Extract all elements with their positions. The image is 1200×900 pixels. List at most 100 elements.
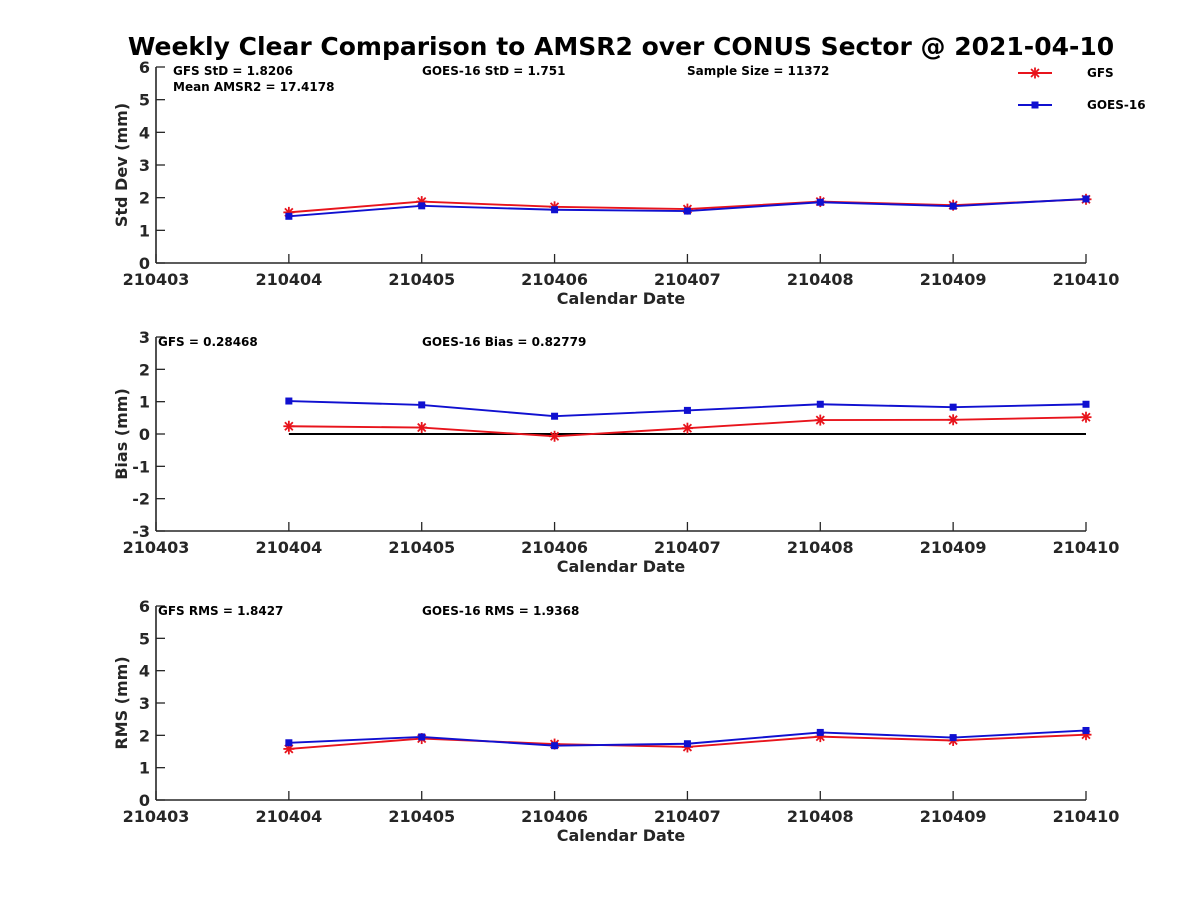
y-tick-label: 2: [139, 360, 150, 379]
stat-annotation: GOES-16 Bias = 0.82779: [422, 335, 586, 349]
y-tick-label: 0: [139, 254, 150, 273]
y-tick-label: -3: [132, 522, 150, 541]
data-point: [551, 742, 559, 750]
y-axis-label: RMS (mm): [112, 656, 131, 749]
y-tick-label: 6: [139, 58, 150, 77]
stat-annotation: GOES-16 RMS = 1.9368: [422, 604, 579, 618]
x-axis-label: Calendar Date: [557, 826, 686, 845]
panel-bias: -3 -2 -1 0 1 2 3 210403 210404 210405 210406 210407…: [112, 328, 1119, 576]
legend-label: GFS: [1087, 66, 1114, 80]
data-point: [949, 202, 957, 210]
legend-entry-gfs: GFS: [1018, 66, 1114, 80]
x-tick-label: 210409: [920, 807, 987, 826]
data-point: [949, 403, 957, 411]
x-tick-label: 210403: [123, 807, 190, 826]
stat-annotation: GFS = 0.28468: [158, 335, 258, 349]
legend-marker: [1029, 67, 1041, 79]
data-point: [947, 414, 959, 426]
y-tick-label: 4: [139, 662, 150, 681]
legend-entry-goes-16: GOES-16: [1018, 98, 1146, 112]
y-tick-label: 1: [139, 221, 150, 240]
data-point: [1082, 726, 1090, 734]
y-tick-label: 1: [139, 759, 150, 778]
data-point: [418, 401, 426, 409]
series-goes-16: [285, 726, 1090, 750]
x-tick-label: 210404: [255, 270, 322, 289]
data-point: [418, 733, 426, 741]
data-point: [683, 207, 691, 215]
x-tick-label: 210406: [521, 538, 588, 557]
data-point: [681, 422, 693, 434]
legend-marker: [1031, 101, 1039, 109]
panel-std: 0 1 2 3 4 5 6 210403 210404 210405 210406 210407 210…: [112, 58, 1119, 308]
x-tick-label: 210406: [521, 270, 588, 289]
x-tick-label: 210407: [654, 538, 721, 557]
y-tick-label: 1: [139, 393, 150, 412]
x-tick-label: 210409: [920, 538, 987, 557]
data-point: [1082, 195, 1090, 203]
x-tick-label: 210405: [388, 538, 455, 557]
x-tick-label: 210403: [123, 538, 190, 557]
x-axis-label: Calendar Date: [557, 289, 686, 308]
y-tick-label: 3: [139, 694, 150, 713]
x-tick-label: 210405: [388, 807, 455, 826]
stat-annotation: Sample Size = 11372: [687, 64, 829, 78]
x-tick-label: 210410: [1053, 270, 1120, 289]
y-tick-label: 3: [139, 156, 150, 175]
stat-annotation: GFS RMS = 1.8427: [158, 604, 283, 618]
data-point: [683, 740, 691, 748]
data-point: [551, 206, 559, 214]
data-point: [285, 397, 293, 405]
series-gfs: [283, 411, 1092, 442]
data-point: [949, 734, 957, 742]
y-tick-label: 6: [139, 597, 150, 616]
x-tick-label: 210406: [521, 807, 588, 826]
y-tick-label: 5: [139, 629, 150, 648]
legend: GFS GOES-16: [1018, 66, 1146, 112]
data-point: [283, 743, 295, 755]
y-tick-label: 2: [139, 726, 150, 745]
y-axis-label: Std Dev (mm): [112, 103, 131, 227]
legend-label: GOES-16: [1087, 98, 1146, 112]
y-tick-label: -1: [132, 457, 150, 476]
x-tick-label: 210403: [123, 270, 190, 289]
y-axis-label: Bias (mm): [112, 388, 131, 480]
y-tick-label: 4: [139, 123, 150, 142]
y-tick-label: 3: [139, 328, 150, 347]
x-tick-label: 210410: [1053, 807, 1120, 826]
panel-rms: 0 1 2 3 4 5 6 210403 210404 210405 210406 210407 210…: [112, 597, 1119, 845]
data-point: [551, 412, 559, 420]
x-tick-label: 210410: [1053, 538, 1120, 557]
data-point: [285, 739, 293, 747]
x-tick-label: 210407: [654, 807, 721, 826]
stat-annotation: GFS StD = 1.8206: [173, 64, 293, 78]
data-point: [816, 728, 824, 736]
data-point: [283, 420, 295, 432]
x-tick-label: 210404: [255, 807, 322, 826]
x-tick-label: 210405: [388, 270, 455, 289]
data-point: [285, 212, 293, 220]
y-tick-label: 0: [139, 425, 150, 444]
stat-annotation: Mean AMSR2 = 17.4178: [173, 80, 334, 94]
x-tick-label: 210408: [787, 270, 854, 289]
series-goes-16: [285, 195, 1090, 220]
data-point: [816, 400, 824, 408]
data-point: [683, 406, 691, 414]
x-tick-label: 210404: [255, 538, 322, 557]
y-tick-label: 2: [139, 189, 150, 208]
x-tick-label: 210407: [654, 270, 721, 289]
data-point: [1080, 411, 1092, 423]
y-tick-label: 0: [139, 791, 150, 810]
y-tick-label: -2: [132, 490, 150, 509]
data-point: [416, 422, 428, 434]
stat-annotation: GOES-16 StD = 1.751: [422, 64, 565, 78]
figure-title: Weekly Clear Comparison to AMSR2 over CO…: [128, 32, 1114, 61]
x-tick-label: 210408: [787, 538, 854, 557]
data-point: [418, 202, 426, 210]
x-tick-label: 210409: [920, 270, 987, 289]
data-point: [816, 198, 824, 206]
data-point: [549, 430, 561, 442]
series-goes-16: [285, 397, 1090, 420]
